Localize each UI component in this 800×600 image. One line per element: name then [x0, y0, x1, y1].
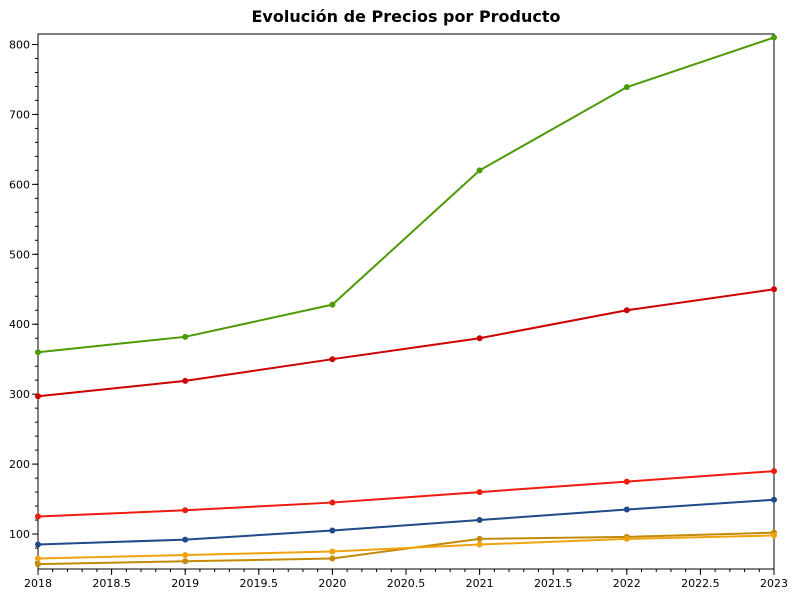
data-point: [35, 349, 41, 356]
data-point: [35, 393, 41, 400]
x-tick-label: 2022: [613, 577, 641, 590]
data-point: [623, 478, 630, 485]
x-tick-label: 2019.5: [240, 577, 279, 590]
data-point: [623, 307, 630, 314]
series-0: [35, 34, 777, 356]
data-point: [329, 499, 336, 506]
y-tick-label: 100: [9, 528, 30, 541]
y-tick-label: 800: [9, 38, 30, 51]
data-point: [771, 34, 777, 41]
data-point: [476, 535, 483, 542]
data-point: [329, 301, 336, 308]
data-point: [623, 506, 630, 513]
data-point: [329, 356, 336, 363]
data-point: [476, 541, 483, 548]
x-tick-label: 2023: [760, 577, 788, 590]
x-tick-label: 2019: [171, 577, 199, 590]
series-line: [37, 288, 775, 398]
data-point: [771, 468, 777, 475]
data-point: [35, 541, 41, 548]
x-tick-label: 2018: [24, 577, 52, 590]
series-2: [35, 468, 777, 520]
data-point: [182, 558, 189, 565]
y-tick-label: 200: [9, 458, 30, 471]
data-point: [182, 377, 189, 384]
data-point: [771, 286, 777, 293]
y-tick-label: 400: [9, 318, 30, 331]
series-line: [37, 534, 775, 560]
data-point: [329, 527, 336, 534]
series-layer: [35, 34, 777, 568]
series-1: [35, 286, 777, 400]
series-5: [35, 532, 777, 562]
axes: 2018 2018.5 2019 2019.5 2020 2020.5 2021 2021.5…: [9, 33, 788, 590]
x-tick-label: 2022.5: [681, 577, 720, 590]
series-line: [37, 36, 775, 354]
data-point: [771, 496, 777, 503]
data-point: [182, 536, 189, 543]
x-tick-label: 2020.5: [387, 577, 426, 590]
data-point: [182, 507, 189, 514]
x-tick-label: 2020: [318, 577, 346, 590]
data-point: [35, 561, 41, 568]
x-tick-label: 2018.5: [92, 577, 131, 590]
x-tick-label: 2021.5: [534, 577, 573, 590]
y-tick-label: 500: [9, 248, 30, 261]
data-point: [623, 84, 630, 91]
data-point: [623, 535, 630, 542]
data-point: [771, 532, 777, 539]
data-point: [476, 335, 483, 342]
series-line: [37, 470, 775, 518]
series-3: [35, 496, 777, 548]
data-point: [35, 555, 41, 562]
x-tick-label: 2021: [466, 577, 494, 590]
y-tick-label: 700: [9, 108, 30, 121]
y-tick-label: 600: [9, 178, 30, 191]
y-tick-label: 300: [9, 388, 30, 401]
data-point: [329, 555, 336, 562]
data-point: [182, 552, 189, 559]
data-point: [182, 333, 189, 340]
data-point: [35, 513, 41, 520]
data-point: [476, 517, 483, 524]
data-point: [329, 548, 336, 555]
chart-title: Evolución de Precios por Producto: [251, 7, 560, 26]
data-point: [476, 489, 483, 496]
plot-frame: [37, 33, 775, 570]
series-line: [37, 498, 775, 546]
data-point: [476, 167, 483, 174]
